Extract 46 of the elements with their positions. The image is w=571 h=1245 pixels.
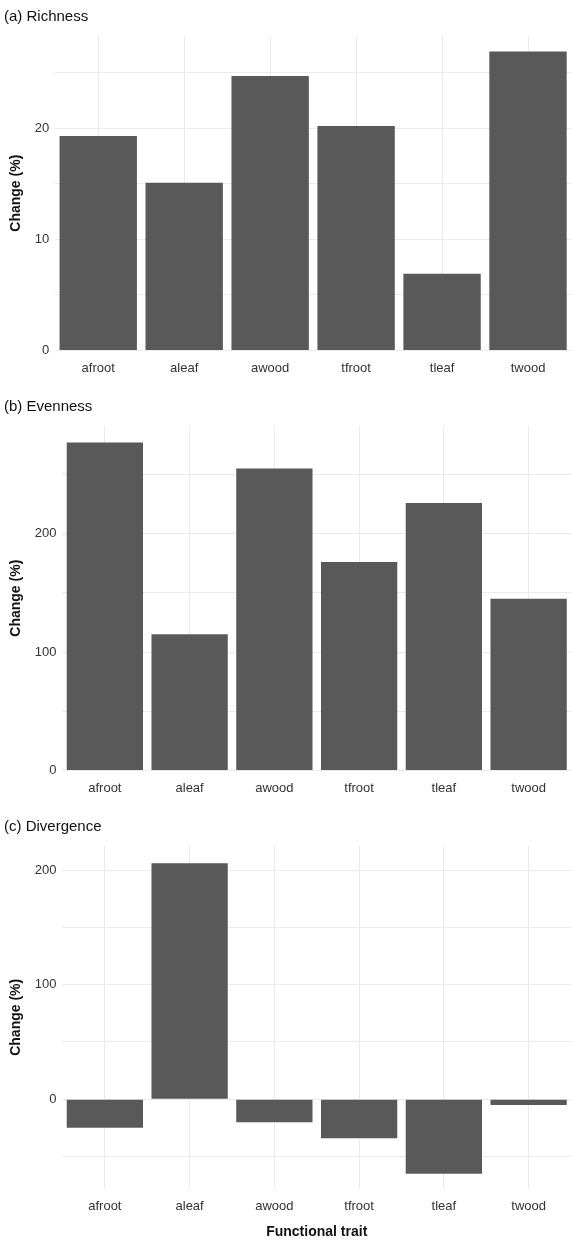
x-tick-label: awood [255,1197,294,1213]
y-tick-label: 200 [34,861,57,877]
x-tick-label: afroot [81,359,116,375]
bar [320,562,398,770]
x-tick-label: tfroot [344,1197,375,1213]
chart-title: (a) Richness [4,7,89,25]
bar [490,598,567,770]
x-tick-label: afroot [88,779,122,795]
x-axis-title: Functional trait [266,1223,368,1240]
x-tick-label: twood [511,779,546,795]
x-tick-label: tleaf [431,779,457,795]
y-tick-label: 100 [34,976,57,992]
bar [489,51,567,350]
x-tick-label: tfroot [341,359,372,375]
bar [145,182,223,350]
x-tick-label: tfroot [344,779,375,795]
bar [231,75,309,350]
y-tick-label: 10 [34,230,50,246]
y-tick-label: 0 [42,341,50,357]
bar [151,634,228,770]
x-tick-label: twood [511,1197,546,1213]
bar [405,502,483,770]
y-axis-title: Change (%) [7,559,24,637]
y-tick-label: 100 [34,643,57,659]
x-tick-label: tleaf [429,359,455,375]
bar [59,135,137,350]
chart-title: (c) Divergence [4,817,102,835]
y-tick-label: 0 [49,761,57,777]
chart-title: (b) Evenness [4,397,93,415]
x-tick-label: aleaf [170,359,199,375]
x-tick-label: aleaf [175,1197,205,1213]
x-tick-label: aleaf [175,779,205,795]
y-tick-label: 0 [49,1090,57,1106]
bar [317,125,395,350]
x-tick-label: afroot [88,1197,122,1213]
bar [66,442,143,770]
bar [403,273,481,350]
y-axis-title: Change (%) [7,154,24,232]
x-tick-label: awood [251,359,290,375]
bar [236,468,313,770]
y-axis-title: Change (%) [7,978,24,1056]
x-tick-label: twood [510,359,546,375]
y-tick-label: 20 [34,119,50,135]
x-tick-label: awood [255,779,294,795]
y-tick-label: 200 [34,525,57,541]
x-tick-label: tleaf [431,1197,457,1213]
